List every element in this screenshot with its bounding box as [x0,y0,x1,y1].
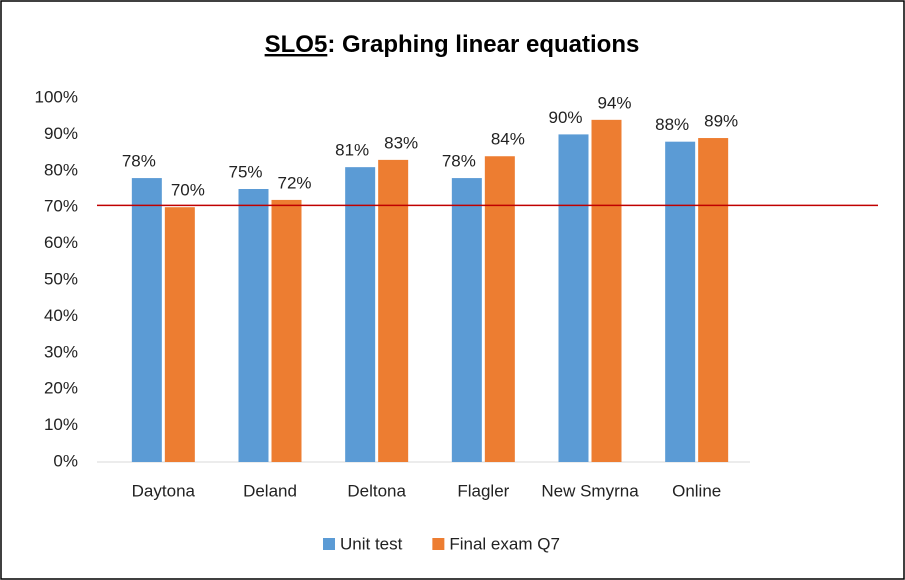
bar [558,134,589,462]
chart-title: SLO5: Graphing linear equations [265,31,640,58]
bar [665,141,696,462]
bar [378,159,409,462]
legend-label: Final exam Q7 [449,534,560,553]
data-label: 94% [597,93,631,112]
data-label: 83% [384,133,418,152]
title-part: SLO5 [265,31,328,58]
data-label: 78% [122,152,156,171]
bar [271,199,302,463]
x-tick-label: Deland [243,481,297,500]
data-label: 89% [704,112,738,131]
y-tick-label: 30% [44,342,78,361]
data-label: 81% [335,141,369,160]
data-label: 84% [491,130,525,149]
bar [698,138,729,463]
bar [164,207,195,462]
legend-swatch [432,538,445,550]
bar [484,156,515,463]
data-label: 88% [655,115,689,134]
legend-label: Unit test [340,534,403,553]
bar [238,189,269,462]
y-tick-label: 0% [53,451,78,470]
bar [345,167,376,462]
x-tick-label: Flagler [457,481,509,500]
x-tick-label: New Smyrna [541,481,639,500]
y-tick-label: 40% [44,306,78,325]
data-label: 75% [228,162,262,181]
bar [131,178,162,462]
bar [591,119,622,462]
y-tick-label: 60% [44,233,78,252]
data-label: 90% [548,108,582,127]
data-label: 70% [171,181,205,200]
y-tick-label: 100% [35,87,78,106]
x-tick-label: Daytona [132,481,196,500]
data-label: 78% [442,152,476,171]
x-tick-label: Deltona [347,481,406,500]
y-tick-label: 20% [44,379,78,398]
y-tick-label: 50% [44,269,78,288]
data-label: 72% [277,173,311,192]
legend-swatch [323,538,335,550]
bar [451,178,482,462]
y-tick-label: 70% [44,197,78,216]
y-tick-label: 10% [44,415,78,434]
y-tick-label: 90% [44,124,78,143]
y-tick-label: 80% [44,160,78,179]
x-tick-label: Online [672,481,721,500]
title-part: : Graphing linear equations [327,31,639,58]
